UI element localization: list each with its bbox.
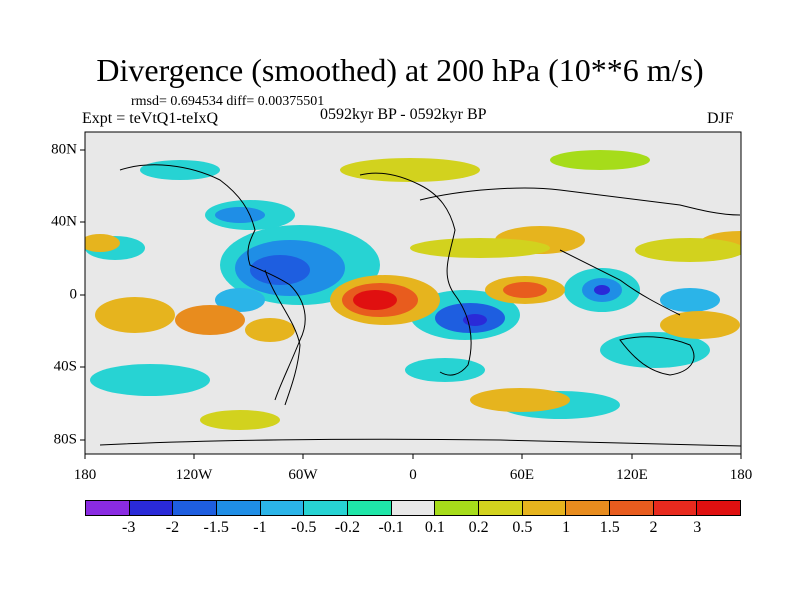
x-tick-label: 60W xyxy=(288,467,318,483)
colorbar xyxy=(85,500,741,516)
y-tick-label: 40N xyxy=(51,213,77,230)
region xyxy=(215,288,265,312)
region xyxy=(410,238,550,258)
colorbar-box xyxy=(435,501,480,515)
map-field xyxy=(85,132,741,454)
colorbar-box xyxy=(566,501,611,515)
region xyxy=(250,255,310,285)
region xyxy=(353,290,397,310)
region xyxy=(95,297,175,333)
colorbar-label: -3 xyxy=(122,519,136,536)
x-tick-label: 120W xyxy=(175,467,213,483)
region xyxy=(405,358,485,382)
y-tick-label: 0 xyxy=(69,286,78,303)
colorbar-box xyxy=(348,501,392,515)
colorbar-box xyxy=(304,501,349,515)
stats-text: rmsd= 0.694534 diff= 0.00375501 xyxy=(131,94,325,109)
y-tick-label: 80N xyxy=(51,141,77,158)
region xyxy=(215,207,265,223)
region xyxy=(660,311,740,339)
colorbar-label: 1 xyxy=(562,519,571,536)
colorbar-label: -2 xyxy=(165,519,180,536)
x-tick-label: 180 xyxy=(73,467,97,483)
region xyxy=(470,388,570,412)
colorbar-box xyxy=(217,501,261,515)
colorbar-box xyxy=(610,501,654,515)
colorbar-label: 0.2 xyxy=(468,519,489,536)
tick-marks xyxy=(80,149,742,459)
period-label: 0592kyr BP - 0592kyr BP xyxy=(320,106,487,123)
experiment-label: Expt = teVtQ1-teIxQ xyxy=(82,110,219,127)
colorbar-label: 0.5 xyxy=(512,519,533,536)
x-tick-label: 0 xyxy=(409,467,417,483)
colorbar-box xyxy=(653,501,698,515)
region xyxy=(140,160,220,180)
region xyxy=(85,234,120,252)
x-tick-label: 180 xyxy=(729,467,753,483)
y-tick-label: 80S xyxy=(53,431,77,448)
colorbar-label: -1 xyxy=(253,519,267,536)
colorbar-label: -0.1 xyxy=(378,519,404,536)
season-label: DJF xyxy=(707,110,734,127)
region xyxy=(503,282,547,298)
colorbar-box xyxy=(522,501,567,515)
colorbar-label: -0.5 xyxy=(290,519,317,536)
region xyxy=(594,285,610,295)
region xyxy=(340,158,480,182)
region xyxy=(245,318,295,342)
region xyxy=(550,150,650,170)
colorbar-box xyxy=(391,501,436,515)
region xyxy=(175,305,245,335)
region xyxy=(660,288,720,312)
colorbar-box xyxy=(86,501,130,515)
colorbar-label: 1.5 xyxy=(599,519,620,536)
colorbar-label: 3 xyxy=(693,519,702,536)
region xyxy=(90,364,210,396)
region xyxy=(635,238,741,262)
region xyxy=(600,332,710,368)
colorbar-label: 0.1 xyxy=(424,519,445,536)
coastlines xyxy=(99,164,741,447)
colorbar-box xyxy=(479,501,523,515)
region xyxy=(200,410,280,430)
colorbar-box xyxy=(173,501,218,515)
map-title: Divergence (smoothed) at 200 hPa (10**6 … xyxy=(96,52,704,88)
colorbar-label: -1.5 xyxy=(203,519,229,536)
colorbar-label: -0.2 xyxy=(334,519,361,536)
x-tick-label: 60E xyxy=(509,467,535,483)
x-tick-label: 120E xyxy=(616,467,648,483)
colorbar-label: 2 xyxy=(649,519,658,536)
colorbar-box xyxy=(260,501,305,515)
y-tick-label: 40S xyxy=(53,358,77,375)
colorbar-box xyxy=(697,501,741,515)
colorbar-box xyxy=(129,501,174,515)
